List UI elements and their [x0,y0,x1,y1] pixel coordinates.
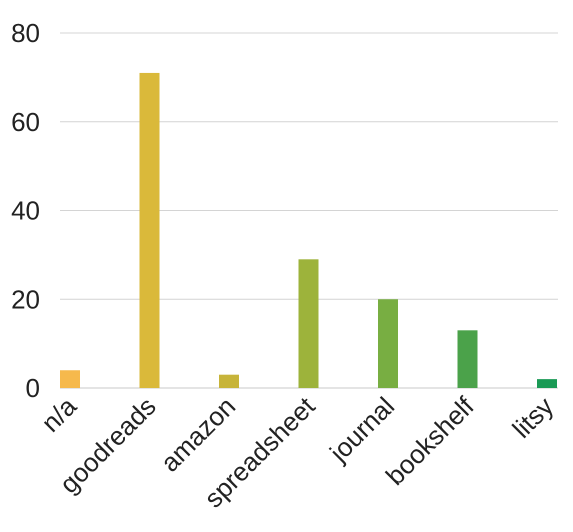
bar-n-a [60,370,80,388]
x-tick-label: litsy [506,391,559,444]
bar-spreadsheet [298,259,319,388]
y-tick-label: 80 [11,18,40,48]
y-tick-label: 20 [11,284,40,314]
x-tick-label: n/a [35,391,82,438]
bar-journal [378,299,398,388]
x-tick-label: bookshelf [380,390,480,490]
bar-litsy [537,379,557,388]
y-tick-label: 0 [26,373,40,403]
y-tick-label: 40 [11,196,40,226]
bar-amazon [219,374,239,388]
bars [60,72,557,388]
y-axis-ticks: 0 20 40 60 80 [11,18,40,403]
y-tick-label: 60 [11,107,40,137]
bar-bookshelf [457,330,478,388]
x-tick-label: journal [323,391,400,468]
bar-goodreads [139,72,160,388]
